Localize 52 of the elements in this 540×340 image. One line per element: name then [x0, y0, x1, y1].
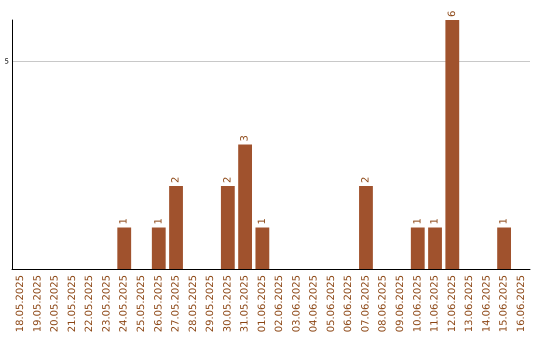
x-tick-label: 24.05.2025: [118, 275, 130, 332]
x-tick-label: 27.05.2025: [170, 275, 182, 332]
x-tick-label: 11.06.2025: [430, 275, 441, 332]
data-label: 2: [222, 176, 234, 183]
data-label: 1: [430, 218, 441, 224]
x-tick-label: 12.06.2025: [446, 275, 458, 332]
bar: [359, 186, 373, 269]
x-tick-label: 25.05.2025: [136, 275, 147, 332]
data-label: 3: [240, 135, 251, 142]
data-label: 2: [360, 176, 372, 183]
bar: [445, 20, 460, 269]
x-tick-label: 22.05.2025: [84, 275, 96, 332]
x-tick-label: 04.06.2025: [308, 275, 320, 332]
bar: [169, 186, 183, 269]
x-tick-label: 03.06.2025: [291, 275, 302, 332]
x-tick-label: 29.05.2025: [205, 275, 216, 332]
data-label: 1: [118, 218, 130, 224]
x-tick-label: 21.05.2025: [66, 275, 78, 332]
x-tick-label: 13.06.2025: [464, 275, 476, 332]
data-label: 1: [256, 218, 268, 224]
bar: [238, 144, 252, 269]
data-label: 6: [446, 10, 458, 17]
bar: [152, 228, 166, 269]
x-tick-label: 01.06.2025: [256, 275, 268, 332]
x-tick-label: 15.06.2025: [498, 275, 510, 332]
x-tick-label: 14.06.2025: [481, 275, 492, 332]
x-tick-label: 26.05.2025: [153, 275, 164, 332]
x-tick-label: 18.05.2025: [15, 275, 26, 332]
data-label: 1: [412, 218, 424, 224]
x-tick-label: 02.06.2025: [274, 275, 286, 332]
x-tick-label: 06.06.2025: [343, 275, 354, 332]
x-tick-label: 28.05.2025: [188, 275, 199, 332]
x-tick-label: 19.05.2025: [32, 275, 44, 332]
bar: [220, 186, 235, 269]
x-tick-label: 16.06.2025: [516, 275, 527, 332]
x-tick-label: 08.06.2025: [378, 275, 389, 332]
x-tick-label: 07.06.2025: [360, 275, 372, 332]
bar: [255, 228, 270, 269]
bar: [410, 228, 425, 269]
data-label: 1: [498, 218, 510, 224]
bar: [428, 228, 442, 269]
x-tick-label: 20.05.2025: [50, 275, 61, 332]
data-label: 2: [170, 176, 182, 183]
data-label: 1: [153, 218, 164, 224]
x-tick-label: 23.05.2025: [101, 275, 112, 332]
x-tick-label: 31.05.2025: [240, 275, 251, 332]
x-tick-label: 09.06.2025: [395, 275, 406, 332]
x-tick-label: 10.06.2025: [412, 275, 424, 332]
bar: [497, 228, 512, 269]
x-tick-label: 30.05.2025: [222, 275, 234, 332]
x-tick-label: 05.06.2025: [326, 275, 337, 332]
bar: [117, 228, 132, 269]
